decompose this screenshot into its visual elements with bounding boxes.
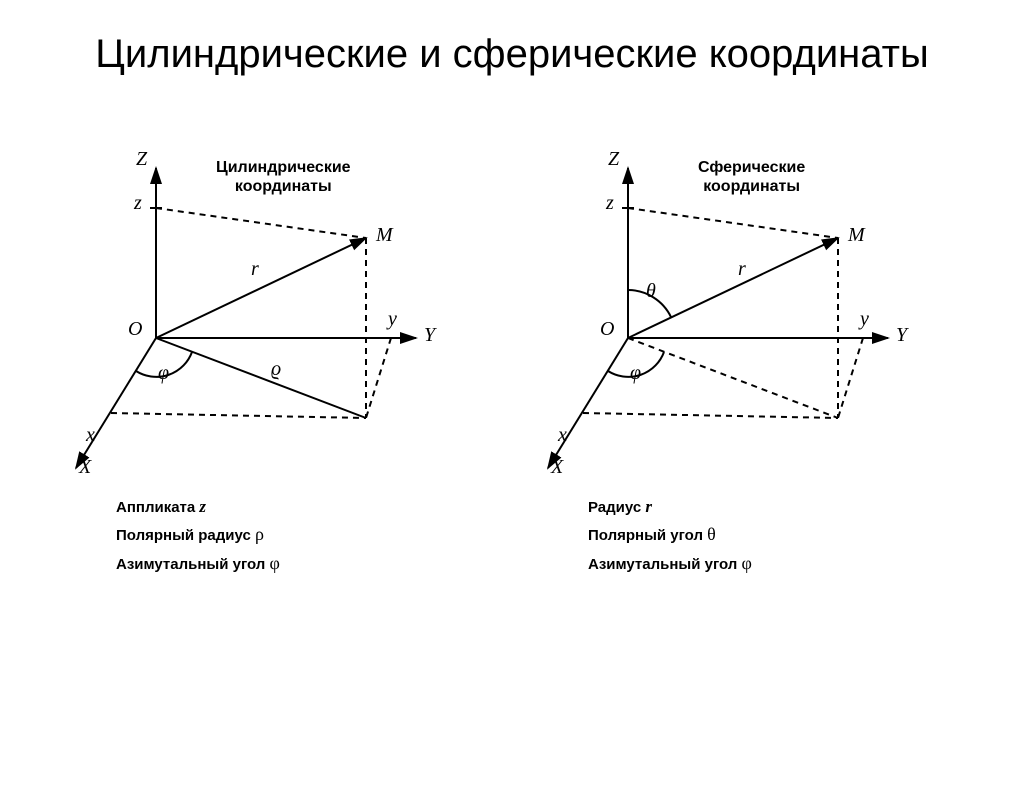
x-tick-label-2: x [558, 424, 567, 447]
spherical-title: Сферическиекоординаты [698, 158, 805, 196]
z-tick-label-2: z [606, 192, 614, 215]
y-tick-label-2: y [860, 308, 869, 331]
m-label: M [376, 224, 393, 247]
origin-label-2: O [600, 318, 614, 341]
spherical-diagram: Сферическиекоординаты Z Y X z x y O M r⃗… [528, 128, 968, 578]
caption-line: Радиус r [588, 492, 752, 521]
z-axis-label-2: Z [608, 148, 619, 171]
r-vec-label-2: r⃗ [738, 258, 761, 281]
cylindrical-diagram: Цилиндрическиекоординаты Z Y X z x y O M… [56, 128, 496, 578]
spherical-captions: Радиус r Полярный угол θ Азимутальный уг… [588, 492, 752, 578]
x-axis-cap-label-2: X [551, 456, 563, 479]
caption-line: Аппликата z [116, 492, 280, 521]
x-tick-label: x [86, 424, 95, 447]
caption-line: Полярный радиус ρ [116, 520, 280, 549]
cylindrical-title: Цилиндрическиекоординаты [216, 158, 351, 196]
m-label-2: M [848, 224, 865, 247]
caption-line: Полярный угол θ [588, 520, 752, 549]
z-axis-label: Z [136, 148, 147, 171]
diagrams-row: Цилиндрическиекоординаты Z Y X z x y O M… [0, 128, 1024, 578]
theta-label: θ [646, 280, 656, 303]
z-tick-label: z [134, 192, 142, 215]
cylindrical-captions: Аппликата z Полярный радиус ρ Азимутальн… [116, 492, 280, 578]
phi-label-2: φ [630, 362, 641, 385]
rho-label: ϱ [271, 358, 281, 381]
y-axis-cap-label: Y [424, 324, 435, 347]
caption-line: Азимутальный угол φ [588, 549, 752, 578]
origin-label: O [128, 318, 142, 341]
phi-label: φ [158, 362, 169, 385]
y-axis-cap-label-2: Y [896, 324, 907, 347]
caption-line: Азимутальный угол φ [116, 549, 280, 578]
r-vec-label: r⃗ [251, 258, 274, 281]
y-tick-label: y [388, 308, 397, 331]
x-axis-cap-label: X [79, 456, 91, 479]
page-title: Цилиндрические и сферические координаты [0, 30, 1024, 78]
